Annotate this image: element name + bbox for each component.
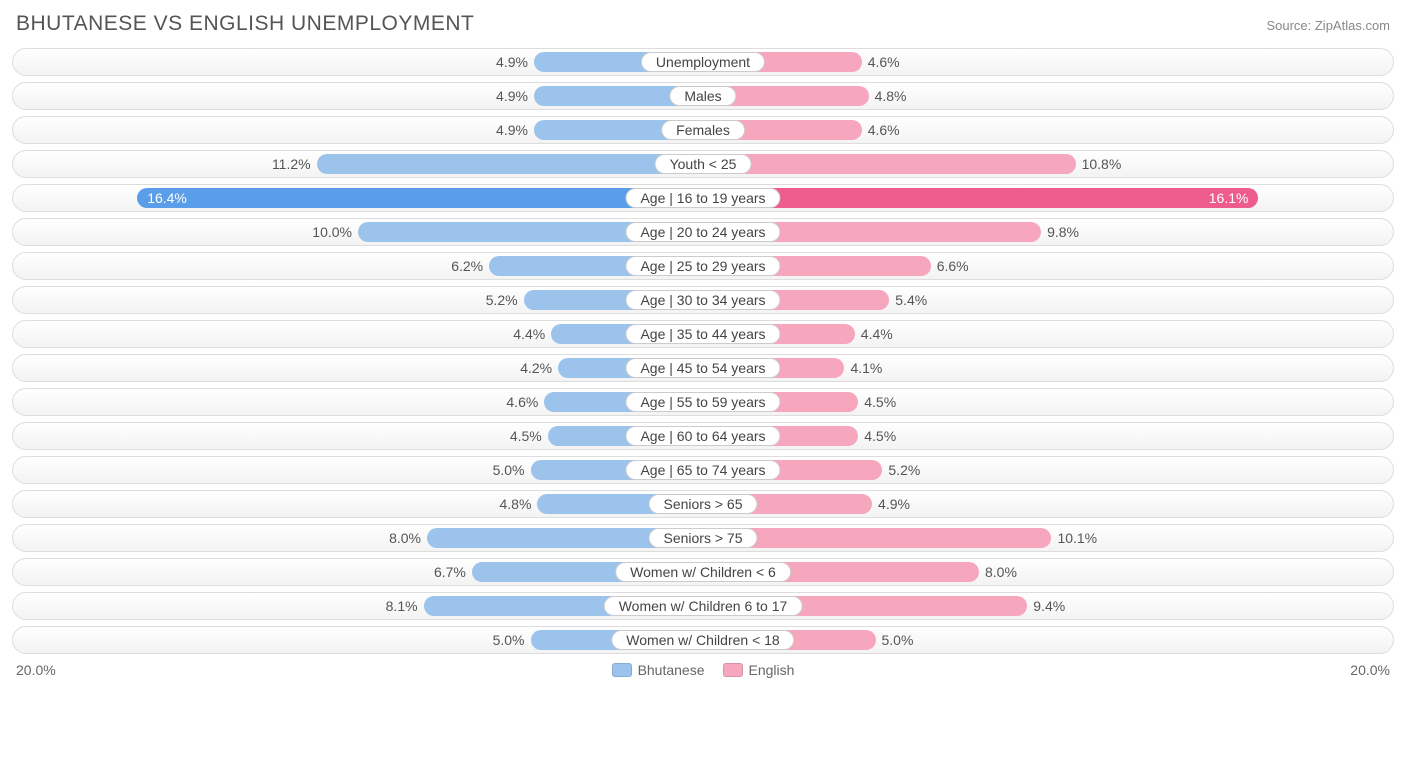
value-right: 5.0%	[876, 627, 914, 653]
axis-left-max: 20.0%	[16, 662, 56, 678]
diverging-bar-chart: 4.9% 4.6% Unemployment 4.9% 4.8% Males 4.9% 4.6…	[12, 48, 1394, 654]
legend-label-right: English	[749, 662, 795, 678]
bar-left	[137, 188, 703, 208]
chart-row: 4.5% 4.5% Age | 60 to 64 years	[12, 422, 1394, 450]
value-left: 10.0%	[312, 219, 358, 245]
row-label: Age | 55 to 59 years	[625, 392, 780, 412]
value-left: 4.2%	[520, 355, 558, 381]
chart-row: 10.0% 9.8% Age | 20 to 24 years	[12, 218, 1394, 246]
value-right: 4.1%	[844, 355, 882, 381]
value-right: 4.6%	[862, 49, 900, 75]
legend-item-left: Bhutanese	[612, 662, 705, 678]
value-left: 4.9%	[496, 49, 534, 75]
row-label: Women w/ Children 6 to 17	[604, 596, 803, 616]
axis-right-max: 20.0%	[1350, 662, 1390, 678]
value-right: 16.1%	[1203, 185, 1259, 211]
row-label: Seniors > 65	[649, 494, 758, 514]
chart-row: 4.9% 4.6% Unemployment	[12, 48, 1394, 76]
value-left: 8.0%	[389, 525, 427, 551]
legend: Bhutanese English	[612, 662, 795, 678]
chart-row: 4.6% 4.5% Age | 55 to 59 years	[12, 388, 1394, 416]
value-right: 9.4%	[1027, 593, 1065, 619]
row-label: Women w/ Children < 18	[611, 630, 794, 650]
row-label: Age | 16 to 19 years	[625, 188, 780, 208]
value-right: 10.8%	[1076, 151, 1122, 177]
value-left: 4.9%	[496, 83, 534, 109]
chart-row: 4.9% 4.8% Males	[12, 82, 1394, 110]
row-label: Age | 30 to 34 years	[625, 290, 780, 310]
row-label: Unemployment	[641, 52, 765, 72]
legend-swatch-right	[723, 663, 743, 677]
row-label: Age | 35 to 44 years	[625, 324, 780, 344]
chart-title: BHUTANESE VS ENGLISH UNEMPLOYMENT	[16, 12, 474, 36]
bar-left	[317, 154, 703, 174]
value-left: 4.9%	[496, 117, 534, 143]
value-right: 5.2%	[882, 457, 920, 483]
legend-item-right: English	[723, 662, 795, 678]
chart-row: 16.4% 16.1% Age | 16 to 19 years	[12, 184, 1394, 212]
chart-row: 8.0% 10.1% Seniors > 75	[12, 524, 1394, 552]
value-right: 10.1%	[1051, 525, 1097, 551]
value-right: 4.5%	[858, 389, 896, 415]
chart-row: 4.8% 4.9% Seniors > 65	[12, 490, 1394, 518]
row-label: Males	[669, 86, 736, 106]
value-left: 8.1%	[386, 593, 424, 619]
value-right: 9.8%	[1041, 219, 1079, 245]
value-left: 11.2%	[272, 151, 317, 177]
chart-row: 5.0% 5.2% Age | 65 to 74 years	[12, 456, 1394, 484]
value-left: 4.5%	[510, 423, 548, 449]
value-left: 5.0%	[493, 627, 531, 653]
row-label: Age | 60 to 64 years	[625, 426, 780, 446]
value-left: 4.6%	[506, 389, 544, 415]
value-left: 6.2%	[451, 253, 489, 279]
chart-row: 4.4% 4.4% Age | 35 to 44 years	[12, 320, 1394, 348]
value-right: 4.8%	[869, 83, 907, 109]
value-right: 4.5%	[858, 423, 896, 449]
value-right: 8.0%	[979, 559, 1017, 585]
value-left: 6.7%	[434, 559, 472, 585]
legend-label-left: Bhutanese	[638, 662, 705, 678]
value-left: 5.2%	[486, 287, 524, 313]
row-label: Age | 65 to 74 years	[625, 460, 780, 480]
row-label: Seniors > 75	[649, 528, 758, 548]
row-label: Age | 20 to 24 years	[625, 222, 780, 242]
row-label: Age | 25 to 29 years	[625, 256, 780, 276]
value-left: 16.4%	[137, 185, 193, 211]
chart-row: 5.0% 5.0% Women w/ Children < 18	[12, 626, 1394, 654]
chart-row: 5.2% 5.4% Age | 30 to 34 years	[12, 286, 1394, 314]
chart-source: Source: ZipAtlas.com	[1266, 18, 1390, 33]
chart-header: BHUTANESE VS ENGLISH UNEMPLOYMENT Source…	[12, 12, 1394, 48]
chart-row: 4.9% 4.6% Females	[12, 116, 1394, 144]
value-right: 4.9%	[872, 491, 910, 517]
legend-swatch-left	[612, 663, 632, 677]
value-right: 6.6%	[931, 253, 969, 279]
row-label: Youth < 25	[655, 154, 752, 174]
value-left: 5.0%	[493, 457, 531, 483]
row-label: Females	[661, 120, 745, 140]
value-left: 4.8%	[499, 491, 537, 517]
value-right: 4.6%	[862, 117, 900, 143]
chart-row: 8.1% 9.4% Women w/ Children 6 to 17	[12, 592, 1394, 620]
row-label: Age | 45 to 54 years	[625, 358, 780, 378]
chart-footer: 20.0% Bhutanese English 20.0%	[12, 660, 1394, 678]
bar-right	[703, 188, 1258, 208]
chart-row: 6.7% 8.0% Women w/ Children < 6	[12, 558, 1394, 586]
value-right: 4.4%	[855, 321, 893, 347]
chart-row: 4.2% 4.1% Age | 45 to 54 years	[12, 354, 1394, 382]
chart-row: 6.2% 6.6% Age | 25 to 29 years	[12, 252, 1394, 280]
chart-row: 11.2% 10.8% Youth < 25	[12, 150, 1394, 178]
row-label: Women w/ Children < 6	[615, 562, 791, 582]
bar-right	[703, 154, 1076, 174]
value-right: 5.4%	[889, 287, 927, 313]
value-left: 4.4%	[513, 321, 551, 347]
